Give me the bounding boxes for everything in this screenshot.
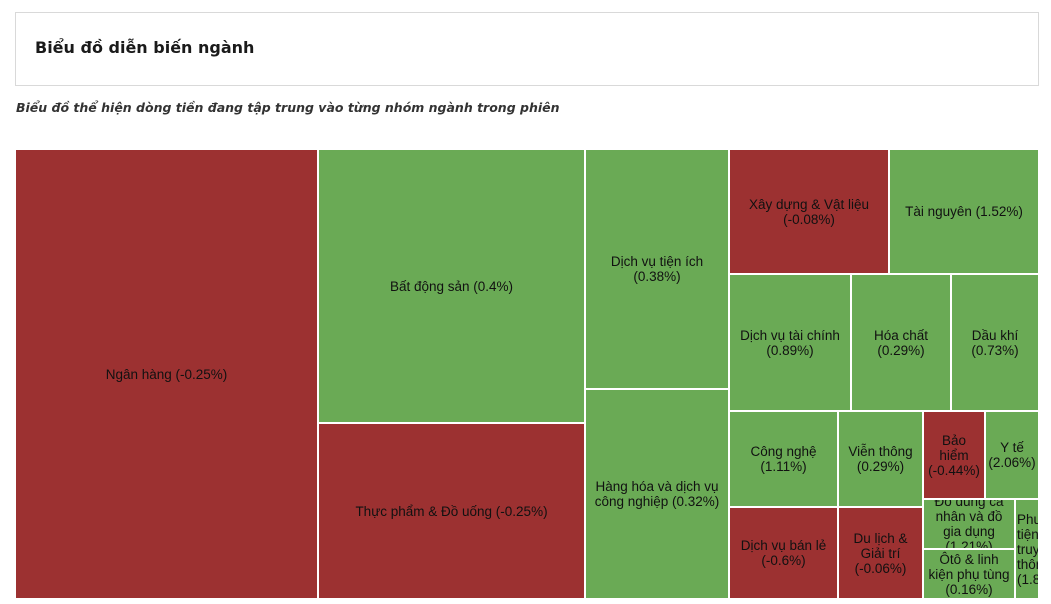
treemap-cell-label: Dầu khí (0.73%)	[971, 327, 1019, 358]
treemap-cell-label: Thực phẩm & Đồ uống (-0.25%)	[355, 503, 548, 519]
treemap-cell-bat-dong-san[interactable]: Bất động sản (0.4%)	[318, 149, 585, 423]
treemap-cell-label: Công nghệ (1.11%)	[750, 444, 817, 474]
treemap-cell-label: Phương tiện truyền thông (1.8%)	[1017, 511, 1039, 587]
chart-title: Biểu đồ diễn biến ngành	[35, 38, 255, 57]
treemap-cell-label: Dịch vụ tiện ích (0.38%)	[610, 254, 704, 284]
treemap-cell-tai-nguyen[interactable]: Tài nguyên (1.52%)	[889, 149, 1039, 274]
treemap-cell-bao-hiem[interactable]: Bảo hiểm (-0.44%)	[923, 411, 985, 499]
treemap-cell-label: Bất động sản (0.4%)	[389, 278, 514, 294]
chart-subtitle: Biểu đồ thể hiện dòng tiền đang tập trun…	[16, 100, 560, 115]
treemap-cell-hoa-chat[interactable]: Hóa chất (0.29%)	[851, 274, 951, 411]
treemap-cell-thuc-pham-do-uong[interactable]: Thực phẩm & Đồ uống (-0.25%)	[318, 423, 585, 599]
treemap-cell-xay-dung-vat-lieu[interactable]: Xây dựng & Vật liệu (-0.08%)	[729, 149, 889, 274]
treemap-cell-dich-vu-tai-chinh[interactable]: Dịch vụ tài chính (0.89%)	[729, 274, 851, 411]
chart-header-box: Biểu đồ diễn biến ngành	[15, 12, 1039, 86]
treemap-cell-do-dung-ca-nhan-va-do-gia-dung[interactable]: Đồ dùng cá nhân và đồ gia dụng (1.21%)	[923, 499, 1015, 549]
treemap-cell-label: Tài nguyên (1.52%)	[905, 204, 1023, 219]
treemap-cell-dich-vu-ban-le[interactable]: Dịch vụ bán lẻ (-0.6%)	[729, 507, 838, 599]
treemap-cell-ngan-hang[interactable]: Ngân hàng (-0.25%)	[15, 149, 318, 599]
treemap-cell-label: Ngân hàng (-0.25%)	[105, 366, 228, 382]
treemap-cell-label: Hàng hóa và dịch vụ công nghiệp (0.32%)	[594, 479, 720, 509]
treemap-cell-cong-nghe[interactable]: Công nghệ (1.11%)	[729, 411, 838, 507]
treemap-cell-label: Đồ dùng cá nhân và đồ gia dụng (1.21%)	[934, 499, 1004, 549]
treemap-cell-label: Viễn thông (0.29%)	[848, 444, 913, 474]
treemap-cell-hang-hoa-va-dich-vu-cong-nghiep[interactable]: Hàng hóa và dịch vụ công nghiệp (0.32%)	[585, 389, 729, 599]
treemap-cell-dich-vu-tien-ich[interactable]: Dịch vụ tiện ích (0.38%)	[585, 149, 729, 389]
treemap-cell-label: Du lịch & Giải trí (-0.06%)	[853, 530, 908, 576]
treemap-cell-vien-thong[interactable]: Viễn thông (0.29%)	[838, 411, 923, 507]
treemap-cell-dau-khi[interactable]: Dầu khí (0.73%)	[951, 274, 1039, 411]
treemap-cell-oto-linh-kien-phu-tung[interactable]: Ôtô & linh kiện phụ tùng (0.16%)	[923, 549, 1015, 599]
treemap-cell-phuong-tien-truyen-thong[interactable]: Phương tiện truyền thông (1.8%)	[1015, 499, 1039, 599]
treemap-cell-du-lich-giai-tri[interactable]: Du lịch & Giải trí (-0.06%)	[838, 507, 923, 599]
treemap-cell-label: Dịch vụ bán lẻ (-0.6%)	[740, 538, 827, 568]
treemap-cell-label: Ôtô & linh kiện phụ tùng (0.16%)	[928, 551, 1010, 597]
treemap-cell-label: Bảo hiểm (-0.44%)	[928, 432, 980, 478]
treemap-cell-label: Dịch vụ tài chính (0.89%)	[740, 327, 840, 358]
treemap-cell-label: Y tế (2.06%)	[988, 440, 1036, 470]
treemap-cell-y-te[interactable]: Y tế (2.06%)	[985, 411, 1039, 499]
sector-treemap: Ngân hàng (-0.25%) Bất động sản (0.4%) Thự…	[15, 149, 1039, 599]
treemap-cell-label: Hóa chất (0.29%)	[873, 327, 929, 358]
treemap-cell-label: Xây dựng & Vật liệu (-0.08%)	[748, 196, 870, 227]
